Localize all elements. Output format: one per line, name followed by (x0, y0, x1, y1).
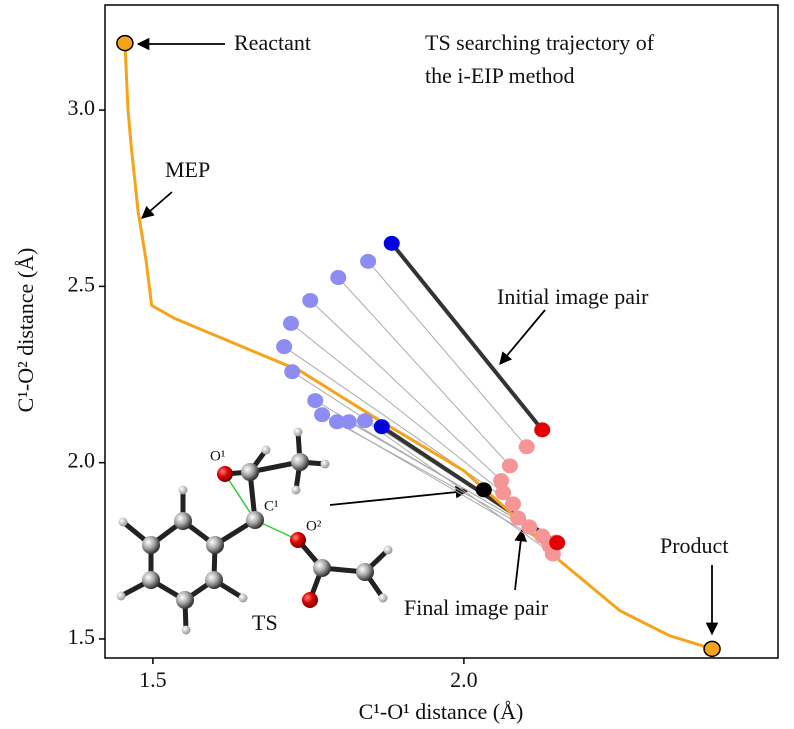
pair-line (337, 277, 511, 467)
point (505, 496, 522, 512)
pair-line (309, 300, 502, 482)
point (544, 546, 561, 562)
title-line: TS searching trajectory of (425, 30, 655, 55)
y-tick-label: 3.0 (68, 95, 96, 120)
point (116, 34, 134, 52)
pair-line (336, 421, 550, 547)
point (501, 458, 518, 474)
annotation: O² (306, 518, 322, 534)
y-tick-label: 2.0 (68, 448, 96, 473)
point (493, 473, 510, 489)
annotation: MEP (165, 157, 210, 182)
pair-line (367, 261, 528, 448)
point (495, 485, 512, 501)
point (510, 510, 527, 526)
point (307, 393, 324, 409)
pair-line (283, 346, 514, 505)
point (284, 364, 301, 380)
plot-frame (104, 4, 779, 659)
point (534, 422, 551, 438)
point (282, 315, 299, 331)
annotation: Product (660, 533, 728, 558)
molecule (116, 427, 393, 635)
annotation: TS (252, 610, 278, 635)
pair-line (321, 414, 543, 537)
point (330, 270, 347, 286)
point (518, 439, 535, 455)
x-tick-label: 1.5 (139, 667, 167, 692)
arrows (136, 37, 719, 636)
point (703, 640, 721, 658)
annotation: Initial image pair (497, 284, 649, 309)
point (373, 419, 390, 435)
pair-line (364, 420, 554, 555)
annotation: Reactant (234, 30, 311, 55)
point (356, 413, 373, 429)
y-tick-label: 1.5 (68, 624, 96, 649)
y-axis-label: C¹-O² distance (Å) (13, 248, 38, 413)
point (475, 482, 492, 498)
point (314, 407, 331, 423)
x-axis-label: C¹-O¹ distance (Å) (359, 699, 524, 724)
point (549, 535, 566, 551)
point (340, 414, 357, 430)
point (276, 339, 293, 355)
annotation: Final image pair (404, 595, 549, 620)
point (383, 235, 400, 251)
annotation: C¹ (264, 498, 279, 514)
title-line: the i-EIP method (425, 63, 575, 88)
point (302, 292, 319, 308)
point (521, 519, 538, 535)
annotation: O¹ (210, 448, 225, 464)
point (329, 414, 346, 430)
pair-line (290, 322, 504, 494)
y-tick-label: 2.5 (68, 271, 96, 296)
point (360, 253, 377, 269)
x-tick-label: 2.0 (450, 667, 478, 692)
pair-line (390, 242, 544, 432)
